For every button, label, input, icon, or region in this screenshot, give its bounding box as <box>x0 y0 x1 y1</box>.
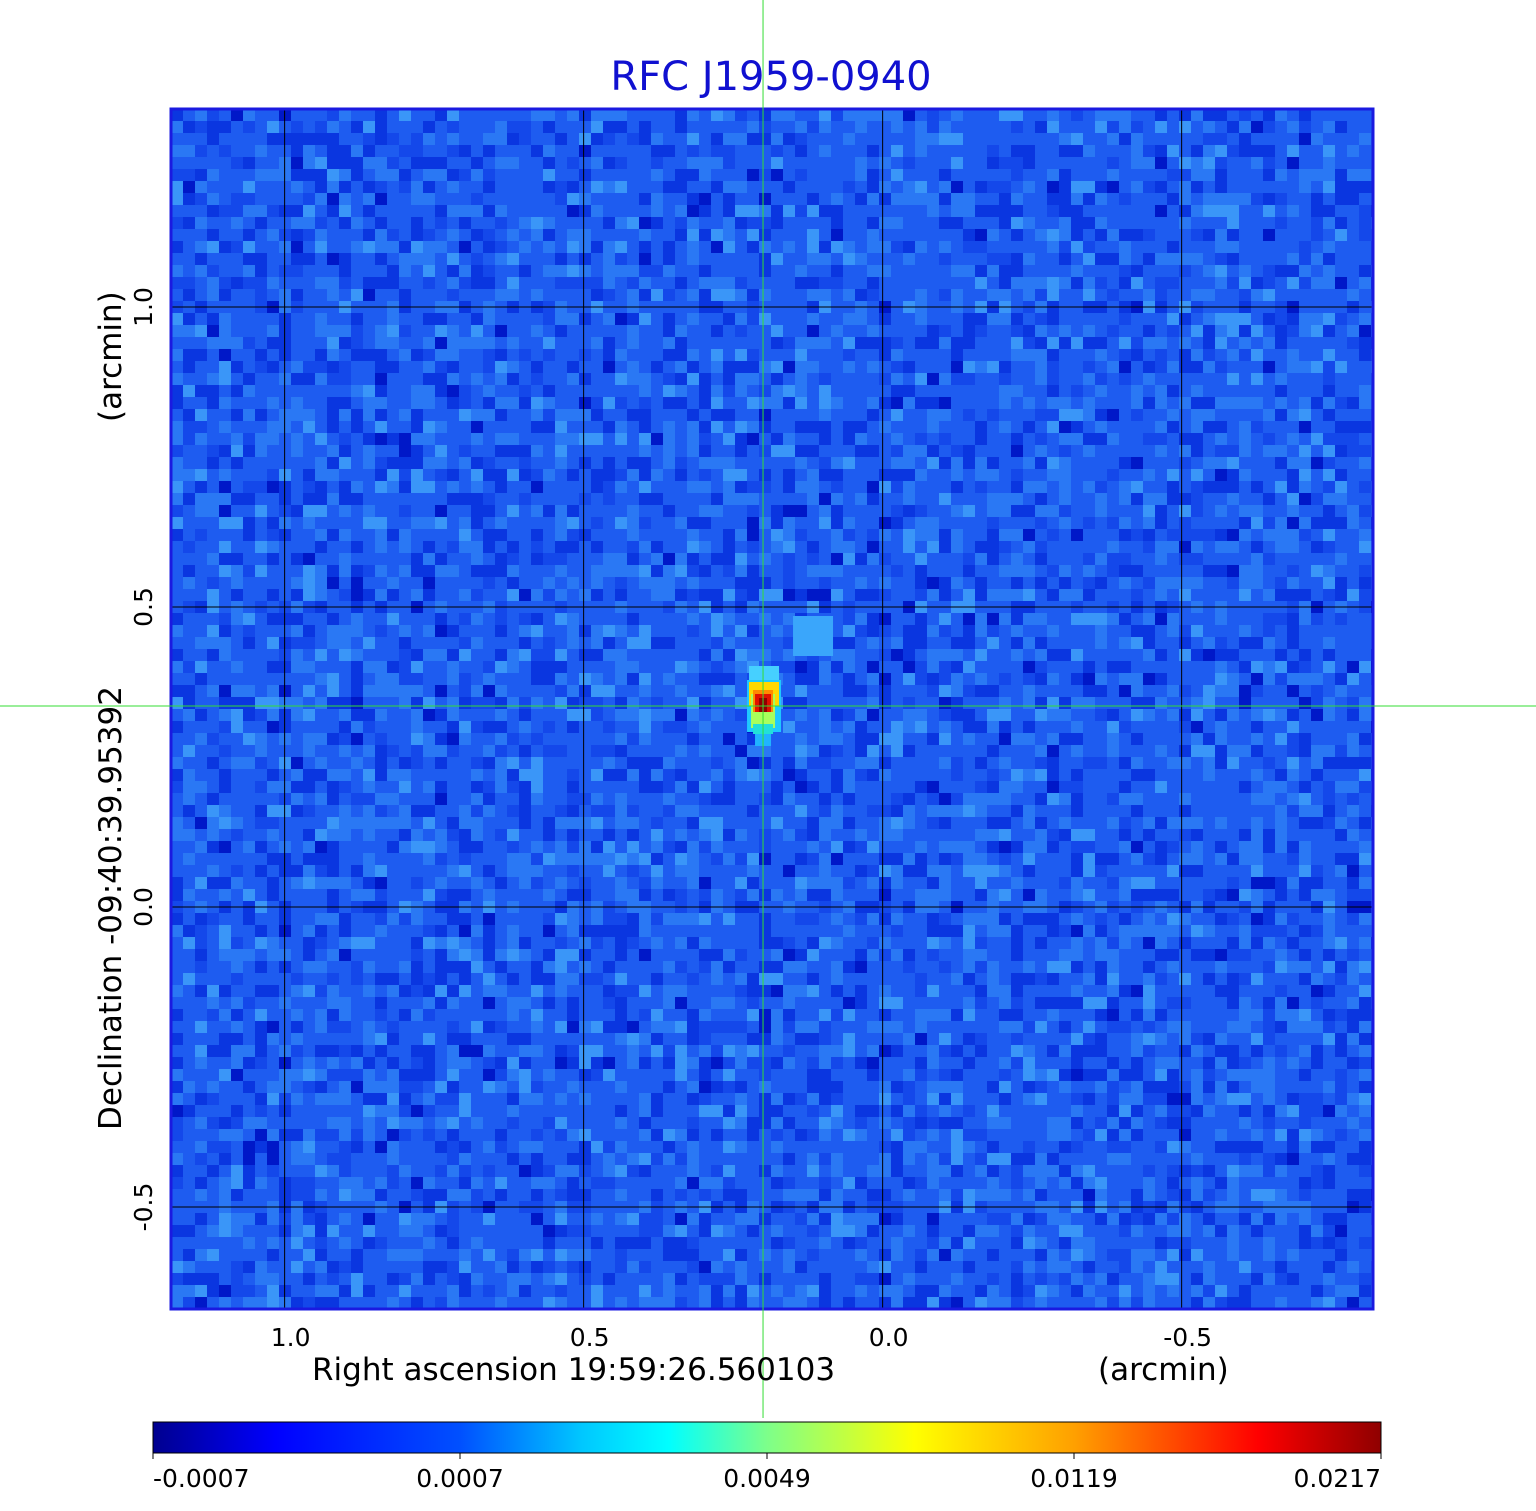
colorbar-tick-label: 0.0217 <box>1294 1464 1381 1493</box>
chart-title: RFC J1959-0940 <box>610 54 931 100</box>
x-tick-label: 0.0 <box>869 1323 909 1352</box>
colorbar-tick-label: -0.0007 <box>153 1464 250 1493</box>
y-tick-label: 0.5 <box>129 587 158 627</box>
y-tick-label: -0.5 <box>129 1183 158 1232</box>
colorbar-tick-label: 0.0007 <box>416 1464 503 1493</box>
x-tick-label: -0.5 <box>1163 1323 1212 1352</box>
y-tick-labels: 1.0 0.5 0.0 -0.5 <box>129 287 158 1231</box>
colorbar-tick-label: 0.0119 <box>1030 1464 1117 1493</box>
x-axis-unit: (arcmin) <box>1098 1352 1229 1388</box>
y-tick-label: 1.0 <box>129 287 158 327</box>
x-tick-label: 1.0 <box>271 1323 311 1352</box>
crosshair <box>0 0 1536 1418</box>
coordinate-grid <box>171 109 1373 1309</box>
x-axis-label: Right ascension 19:59:26.560103 <box>312 1352 835 1388</box>
image-area <box>171 109 1373 1309</box>
colorbar <box>152 1421 1382 1454</box>
x-tick-labels: 1.0 0.5 0.0 -0.5 <box>271 1323 1212 1352</box>
y-tick-label: 0.0 <box>129 887 158 927</box>
colorbar-tick-labels: -0.0007 0.0007 0.0049 0.0119 0.0217 <box>152 1453 1382 1493</box>
colorbar-tick-label: 0.0049 <box>723 1464 810 1493</box>
y-axis-unit: (arcmin) <box>93 291 129 422</box>
plot-frame <box>169 107 1375 1311</box>
x-tick-label: 0.5 <box>570 1323 610 1352</box>
y-axis-label: Declination -09:40:39.95392 <box>93 686 129 1130</box>
